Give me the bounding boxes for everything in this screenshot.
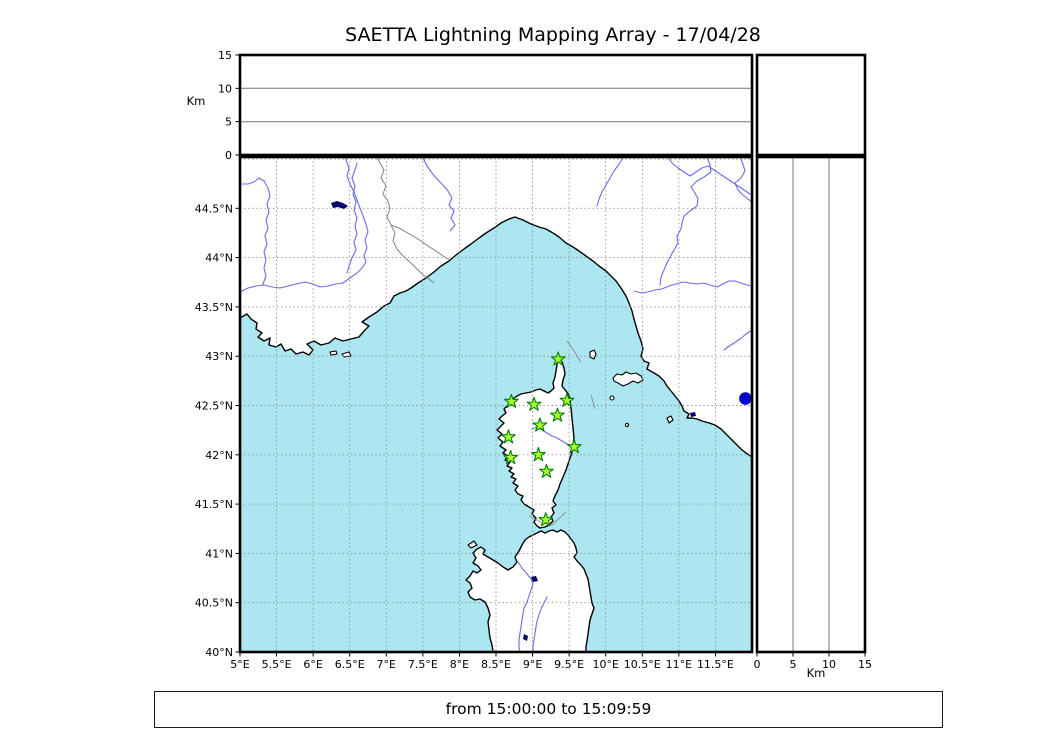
tick-label: 10°E [592, 658, 618, 671]
altitude-axis-unit-right: Km [807, 666, 826, 680]
station-star-marker [566, 439, 582, 454]
tick-label: 5.5°E [262, 658, 292, 671]
axis-labels: 5°E 5.5°E 6°E 6.5°E 7°E 7.5°E 8°E 8.5°E 9°E 9.5°E… [195, 49, 872, 671]
tick-label: 7.5°E [408, 658, 438, 671]
rivers [239, 156, 753, 653]
coastline-sardinia [465, 529, 595, 653]
tick-label: 42°N [205, 449, 233, 462]
station-star-marker [503, 450, 519, 465]
tick-label: 8.5°E [481, 658, 511, 671]
station-star-marker [550, 407, 565, 422]
altitude-lon-frame [238, 53, 754, 157]
station-star-marker [538, 512, 554, 527]
altitude-axis-unit-top: Km [187, 94, 206, 108]
lma-stations [501, 351, 582, 527]
tick-label: 41.5°N [195, 498, 233, 511]
tick-label: 0 [225, 149, 232, 162]
tick-label: 9°E [523, 658, 542, 671]
tick-label: 5 [790, 658, 797, 671]
time-range-box: from 15:00:00 to 15:09:59 [154, 691, 943, 728]
country-borders [376, 156, 451, 284]
station-star-marker [503, 393, 519, 408]
tick-label: 10 [822, 658, 836, 671]
tick-label: 10 [218, 82, 232, 95]
tick-label: 5°E [230, 658, 249, 671]
tick-label: 40.5°N [195, 597, 233, 610]
altitude-lat-panel [755, 155, 867, 654]
tick-label: 41°N [205, 547, 233, 560]
tick-label: 15 [218, 49, 232, 62]
altitude-lat-frame [755, 155, 867, 654]
tick-label: 11.5°E [697, 658, 734, 671]
altitude-histogram-panel [755, 53, 867, 157]
axis-ticks [235, 54, 866, 657]
station-star-marker [532, 417, 548, 432]
tick-label: 0 [754, 658, 761, 671]
tick-label: 5 [225, 116, 232, 129]
tick-label: 40°N [205, 646, 233, 659]
tick-label: 43.5°N [195, 301, 233, 314]
tick-label: 6°E [303, 658, 322, 671]
station-star-marker [559, 392, 575, 407]
station-star-marker [539, 463, 554, 478]
tick-label: 15 [858, 658, 872, 671]
figure-title: SAETTA Lightning Mapping Array - 17/04/2… [345, 24, 761, 46]
map-panel [238, 155, 754, 654]
tick-label: 11°E [666, 658, 692, 671]
figure-canvas: 5°E 5.5°E 6°E 6.5°E 7°E 7.5°E 8°E 8.5°E 9°E 9.5°E… [187, 49, 872, 680]
lakes [331, 201, 696, 641]
tick-label: 6.5°E [335, 658, 365, 671]
tick-label: 42.5°N [195, 400, 233, 413]
tick-label: 10.5°E [624, 658, 661, 671]
tick-label: 43°N [205, 350, 233, 363]
tick-label: 9.5°E [554, 658, 584, 671]
time-range-text: from 15:00:00 to 15:09:59 [445, 700, 652, 718]
station-star-marker [501, 429, 516, 444]
station-star-marker [531, 447, 546, 462]
station-star-marker [550, 351, 566, 366]
station-star-marker [526, 396, 542, 411]
tick-label: 8°E [450, 658, 469, 671]
tick-label: 7°E [377, 658, 396, 671]
tick-label: 44°N [205, 252, 233, 265]
source-dot-marker [739, 392, 752, 405]
altitude-lon-panel [238, 53, 754, 157]
tick-label: 44.5°N [195, 202, 233, 215]
lightning-source-dot [739, 392, 752, 405]
graticule [240, 157, 752, 652]
